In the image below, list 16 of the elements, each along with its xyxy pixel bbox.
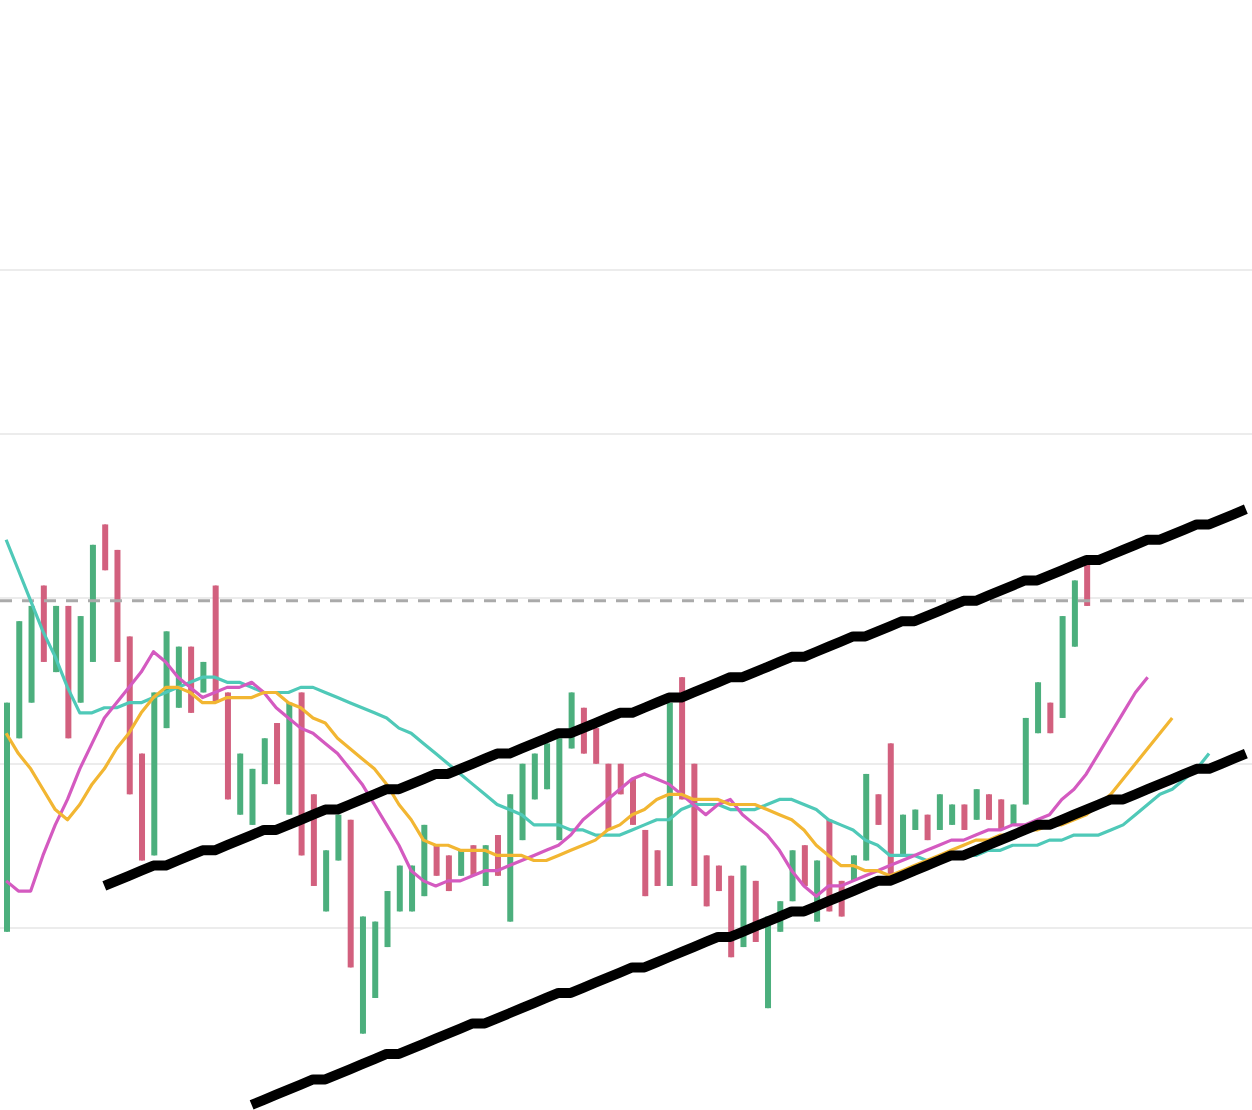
candlestick bbox=[949, 803, 956, 826]
candlestick bbox=[458, 849, 465, 877]
candlestick bbox=[973, 788, 980, 821]
candlestick bbox=[433, 844, 440, 877]
candlestick bbox=[801, 844, 808, 887]
candlestick bbox=[961, 803, 968, 831]
candlestick bbox=[985, 793, 992, 821]
candlestick bbox=[875, 793, 882, 826]
candlestick bbox=[998, 798, 1005, 831]
candlestick bbox=[936, 793, 943, 831]
candlestick bbox=[261, 737, 268, 786]
candlestick bbox=[593, 727, 600, 765]
candlestick bbox=[102, 523, 109, 572]
candlestick bbox=[654, 849, 661, 887]
candlestick bbox=[544, 742, 551, 791]
candlestick bbox=[335, 813, 342, 862]
